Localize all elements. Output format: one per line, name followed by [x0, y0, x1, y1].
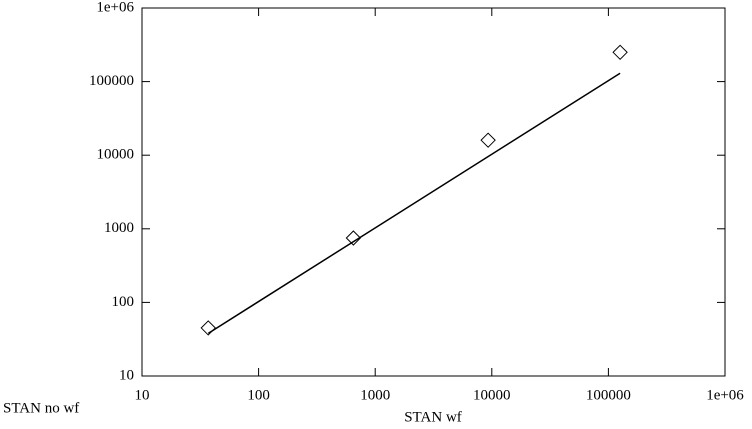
y-tick-label: 1000	[104, 220, 134, 236]
data-point	[345, 230, 362, 246]
y-tick-label: 100	[112, 294, 135, 310]
fit-line	[207, 72, 621, 334]
x-tick-label: 1e+06	[706, 387, 744, 403]
data-point	[612, 44, 628, 61]
x-tick-label: 10	[135, 387, 150, 403]
y-tick-label: 10	[119, 367, 134, 383]
x-tick-label: 1000	[360, 387, 390, 403]
y-axis-label: STAN no wf	[3, 400, 79, 416]
x-tick-label: 100000	[586, 387, 631, 403]
y-tick-label: 100000	[89, 73, 134, 89]
data-point	[480, 132, 496, 148]
y-tick-label: 1e+06	[96, 0, 134, 15]
x-axis-label: STAN wf	[404, 409, 462, 425]
x-tick-label: 100	[247, 387, 270, 403]
x-tick-label: 10000	[473, 387, 511, 403]
plot-frame	[141, 7, 726, 377]
data-point	[200, 320, 216, 336]
y-tick-label: 10000	[97, 147, 135, 163]
